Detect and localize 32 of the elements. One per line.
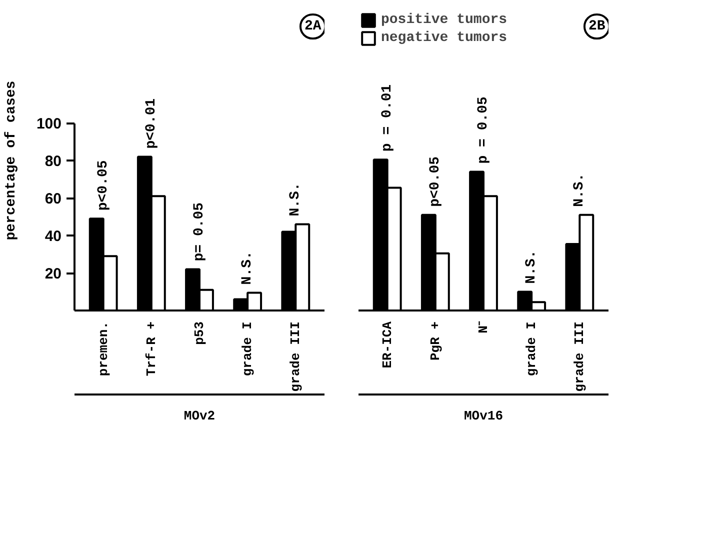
annotation: N.S. [288, 182, 304, 216]
x-tick-label: grade III [288, 321, 304, 392]
y-axis-title: percentage of cases [3, 80, 20, 240]
legend-label: negative tumors [381, 30, 508, 46]
x-tick-label: grade I [524, 322, 540, 376]
x-axis-title: MOv16 [464, 408, 504, 424]
x-tick-label: PgR + [428, 321, 443, 361]
y-tick-label: 20 [44, 266, 62, 282]
y-tick-label: 40 [44, 228, 62, 245]
y-tick-label: 80 [44, 153, 62, 170]
x-tick-label: ER-ICA [380, 321, 395, 368]
annotation: p = 0.05 [476, 96, 492, 164]
text: 2A [304, 18, 322, 34]
x-axis-title: MOv2 [184, 408, 216, 424]
x-tick-label: Trf-R + [144, 321, 159, 376]
annotation: p = 0.01 [379, 84, 396, 152]
x-tick-label: p53 [192, 321, 207, 345]
x-tick-label: N⁻ [476, 320, 491, 334]
x-tick-label: grade I [240, 322, 256, 376]
annotation: p= 0.05 [192, 202, 208, 262]
legend-label: positive tumors [381, 12, 508, 28]
annotation: p<0.01 [143, 98, 160, 149]
annotation: N.S. [572, 173, 588, 207]
annotation: N.S. [240, 251, 256, 285]
x-tick-label: premen. [96, 322, 111, 376]
x-tick-label: grade III [572, 321, 588, 392]
annotation: p<0.05 [95, 160, 112, 211]
text: 2B [588, 18, 606, 34]
annotation: p<0.05 [427, 156, 444, 207]
y-tick-label: 100 [36, 116, 62, 132]
y-tick-label: 60 [44, 190, 62, 208]
annotation: N.S. [524, 250, 540, 284]
